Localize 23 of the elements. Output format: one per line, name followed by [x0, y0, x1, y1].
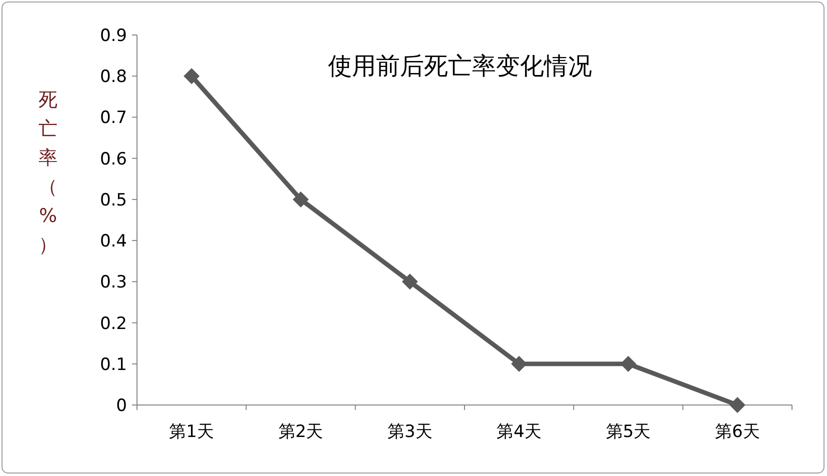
- x-tick-label: 第2天: [278, 422, 324, 442]
- y-tick-label: 0: [116, 396, 127, 416]
- y-tick-label: 0.4: [100, 232, 127, 252]
- y-tick-label: 0.8: [100, 67, 127, 88]
- y-tick-label: 0.2: [100, 314, 127, 334]
- x-tick-label: 第1天: [169, 422, 214, 442]
- y-tick-label: 0.3: [100, 272, 127, 293]
- x-tick-label: 第5天: [606, 422, 651, 442]
- point: [620, 356, 636, 372]
- y-tick-label: 0.1: [100, 354, 127, 375]
- y-axis-title: 死亡率（%）: [38, 89, 58, 256]
- point: [292, 191, 309, 208]
- x-tick-label: 第4天: [496, 422, 542, 442]
- x-tick-label: 第3天: [388, 422, 432, 442]
- x-tick-label: 第6天: [715, 422, 760, 442]
- point: [184, 68, 200, 84]
- point: [402, 274, 418, 290]
- y-tick-label: 0.9: [100, 26, 127, 46]
- text: 使用前后死亡率变化情况: [328, 52, 592, 80]
- y-tick-label: 0.5: [100, 190, 127, 210]
- y-tick-label: 0.6: [100, 149, 127, 170]
- y-tick-label: 0.7: [100, 108, 127, 128]
- point: [729, 397, 746, 413]
